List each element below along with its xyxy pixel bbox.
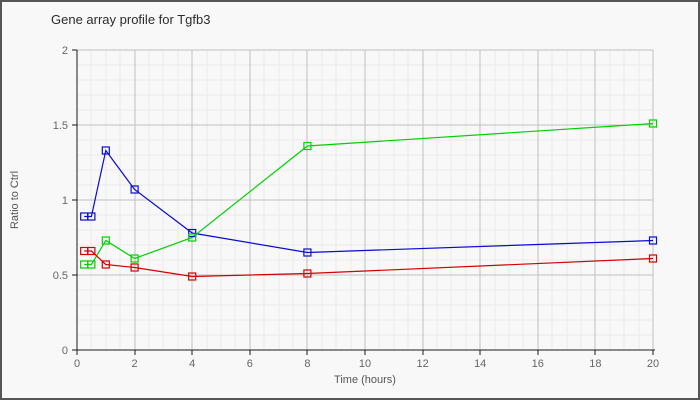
marker-blue-series bbox=[188, 228, 197, 238]
marker-red-series bbox=[87, 246, 96, 256]
marker-blue-series bbox=[87, 212, 96, 221]
x-tick-label: 6 bbox=[247, 358, 253, 370]
x-tick-label: 2 bbox=[132, 358, 138, 370]
series-line-red-series bbox=[84, 250, 654, 278]
marker-green-series bbox=[87, 260, 96, 269]
x-tick-label: 20 bbox=[647, 358, 659, 370]
series-line-blue-series bbox=[84, 149, 654, 254]
y-axis-title: Ratio to Ctrl bbox=[9, 171, 21, 229]
x-tick-label: 0 bbox=[74, 358, 80, 370]
y-tick-label: 0 bbox=[62, 345, 68, 357]
x-tick-label: 8 bbox=[304, 358, 310, 370]
marker-green-series bbox=[101, 236, 110, 245]
marker-blue-series bbox=[648, 236, 658, 245]
marker-red-series bbox=[648, 254, 658, 263]
marker-green-series bbox=[188, 233, 197, 242]
marker-green-series bbox=[303, 141, 312, 151]
marker-green-series bbox=[648, 119, 658, 128]
x-tick-label: 14 bbox=[474, 358, 486, 370]
marker-red-series bbox=[188, 272, 197, 281]
marker-blue-series bbox=[101, 146, 110, 155]
y-tick-label: 0.5 bbox=[53, 270, 68, 282]
chart-title: Gene array profile for Tgfb3 bbox=[51, 12, 211, 27]
marker-red-series bbox=[130, 263, 139, 272]
x-tick-label: 10 bbox=[359, 358, 371, 370]
x-tick-label: 12 bbox=[416, 358, 428, 370]
series-line-green-series bbox=[84, 122, 654, 266]
x-tick-label: 4 bbox=[189, 358, 195, 370]
x-tick-label: 18 bbox=[589, 358, 601, 370]
y-tick-label: 2 bbox=[62, 45, 68, 57]
y-tick-label: 1.5 bbox=[53, 120, 68, 132]
y-tick-label: 1 bbox=[62, 195, 68, 207]
marker-red-series bbox=[101, 260, 110, 269]
marker-blue-series bbox=[130, 185, 139, 194]
marker-red-series bbox=[303, 269, 312, 278]
x-tick-label: 16 bbox=[532, 358, 544, 370]
x-axis-title: Time (hours) bbox=[334, 374, 396, 386]
marker-blue-series bbox=[303, 248, 312, 257]
marker-green-series bbox=[130, 254, 139, 263]
